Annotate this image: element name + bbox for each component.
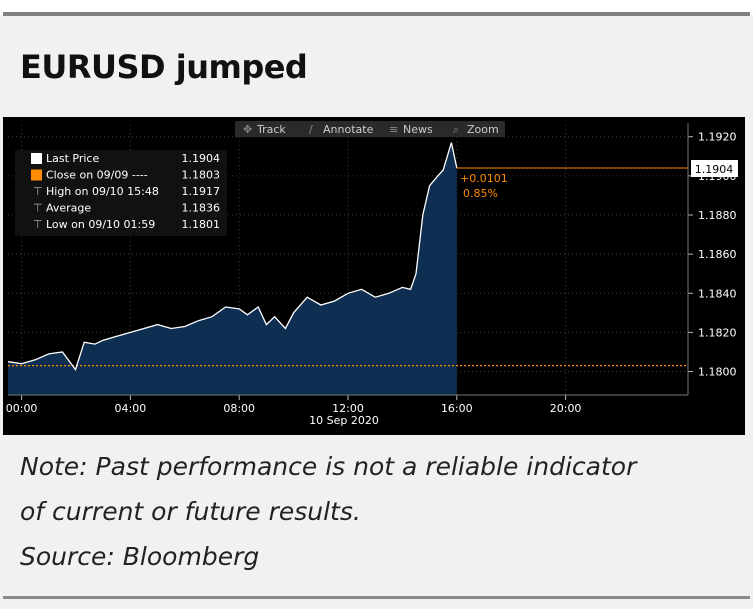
legend-value: 1.1836 <box>182 202 221 215</box>
legend-label: High on 09/10 15:48 <box>46 185 159 198</box>
note-line-2: of current or future results. <box>20 497 361 526</box>
legend-marker-icon: ⊤ <box>33 218 43 231</box>
legend-swatch <box>31 153 42 164</box>
legend-label: Average <box>46 202 91 215</box>
x-axis-date-label: 10 Sep 2020 <box>309 414 379 427</box>
x-axis: 00:00 04:00 08:00 12:00 16:00 20:00 <box>6 394 688 415</box>
y-tick-label: 1.1800 <box>698 366 737 379</box>
y-tick-label: 1.1860 <box>698 248 737 261</box>
footnotes: Note: Past performance is not a reliable… <box>20 444 740 579</box>
zoom-icon[interactable]: ⌕ <box>453 123 459 136</box>
chart-svg: 1.19201.19001.18801.18601.18401.18201.18… <box>3 117 745 435</box>
x-tick-label: 16:00 <box>441 402 473 415</box>
bottom-divider <box>3 596 750 599</box>
annotate-icon[interactable]: ∕ <box>309 123 313 136</box>
price-area <box>8 142 457 395</box>
x-tick-label: 12:00 <box>332 402 364 415</box>
last-price-tag: 1.1904 <box>695 163 734 176</box>
y-tick-label: 1.1880 <box>698 209 737 222</box>
top-margin <box>0 0 753 15</box>
x-tick-label: 00:00 <box>6 402 38 415</box>
legend-value: 1.1803 <box>182 169 221 182</box>
price-line <box>7 142 458 372</box>
change-pct: 0.85% <box>463 187 498 200</box>
toolbar-bg <box>235 121 505 137</box>
toolbar-news-button[interactable]: News <box>403 123 433 136</box>
track-icon[interactable]: ✥ <box>243 123 252 136</box>
toolbar-track-button[interactable]: Track <box>256 123 286 136</box>
legend-bg <box>15 150 227 236</box>
bloomberg-chart: 1.19201.19001.18801.18601.18401.18201.18… <box>3 117 745 435</box>
y-tick-label: 1.1840 <box>698 287 737 300</box>
legend-label: Last Price <box>46 152 99 165</box>
last-price-tag-box <box>691 160 738 177</box>
legend-value: 1.1904 <box>182 152 221 165</box>
news-icon[interactable]: ≡ <box>389 123 398 136</box>
change-abs: +0.0101 <box>460 172 508 185</box>
y-tick-label: 1.1820 <box>698 326 737 339</box>
toolbar-annotate-button[interactable]: Annotate <box>323 123 374 136</box>
legend-marker-icon: ⊤ <box>33 202 43 215</box>
legend-marker-icon: ⊤ <box>33 185 43 198</box>
toolbar-zoom-button[interactable]: Zoom <box>467 123 499 136</box>
x-tick-label: 20:00 <box>550 402 582 415</box>
source-line: Source: Bloomberg <box>20 542 260 571</box>
legend-label: Low on 09/10 01:59 <box>46 218 155 231</box>
legend-label: Close on 09/09 ---- <box>46 169 148 182</box>
y-tick-label: 1.1920 <box>698 131 737 144</box>
legend-value: 1.1917 <box>182 185 221 198</box>
top-divider <box>3 12 750 16</box>
legend-swatch <box>31 169 42 181</box>
legend-value: 1.1801 <box>182 218 221 231</box>
chart-legend: Last Price 1.1904 Close on 09/09 ---- 1.180… <box>15 150 227 236</box>
x-tick-label: 04:00 <box>115 402 147 415</box>
chart-toolbar: ✥ Track ∕ Annotate ≡ News ⌕ Zoom <box>235 121 505 137</box>
x-tick-label: 08:00 <box>223 402 255 415</box>
note-line-1: Note: Past performance is not a reliable… <box>20 452 637 481</box>
chart-headline: EURUSD jumped <box>20 48 308 86</box>
